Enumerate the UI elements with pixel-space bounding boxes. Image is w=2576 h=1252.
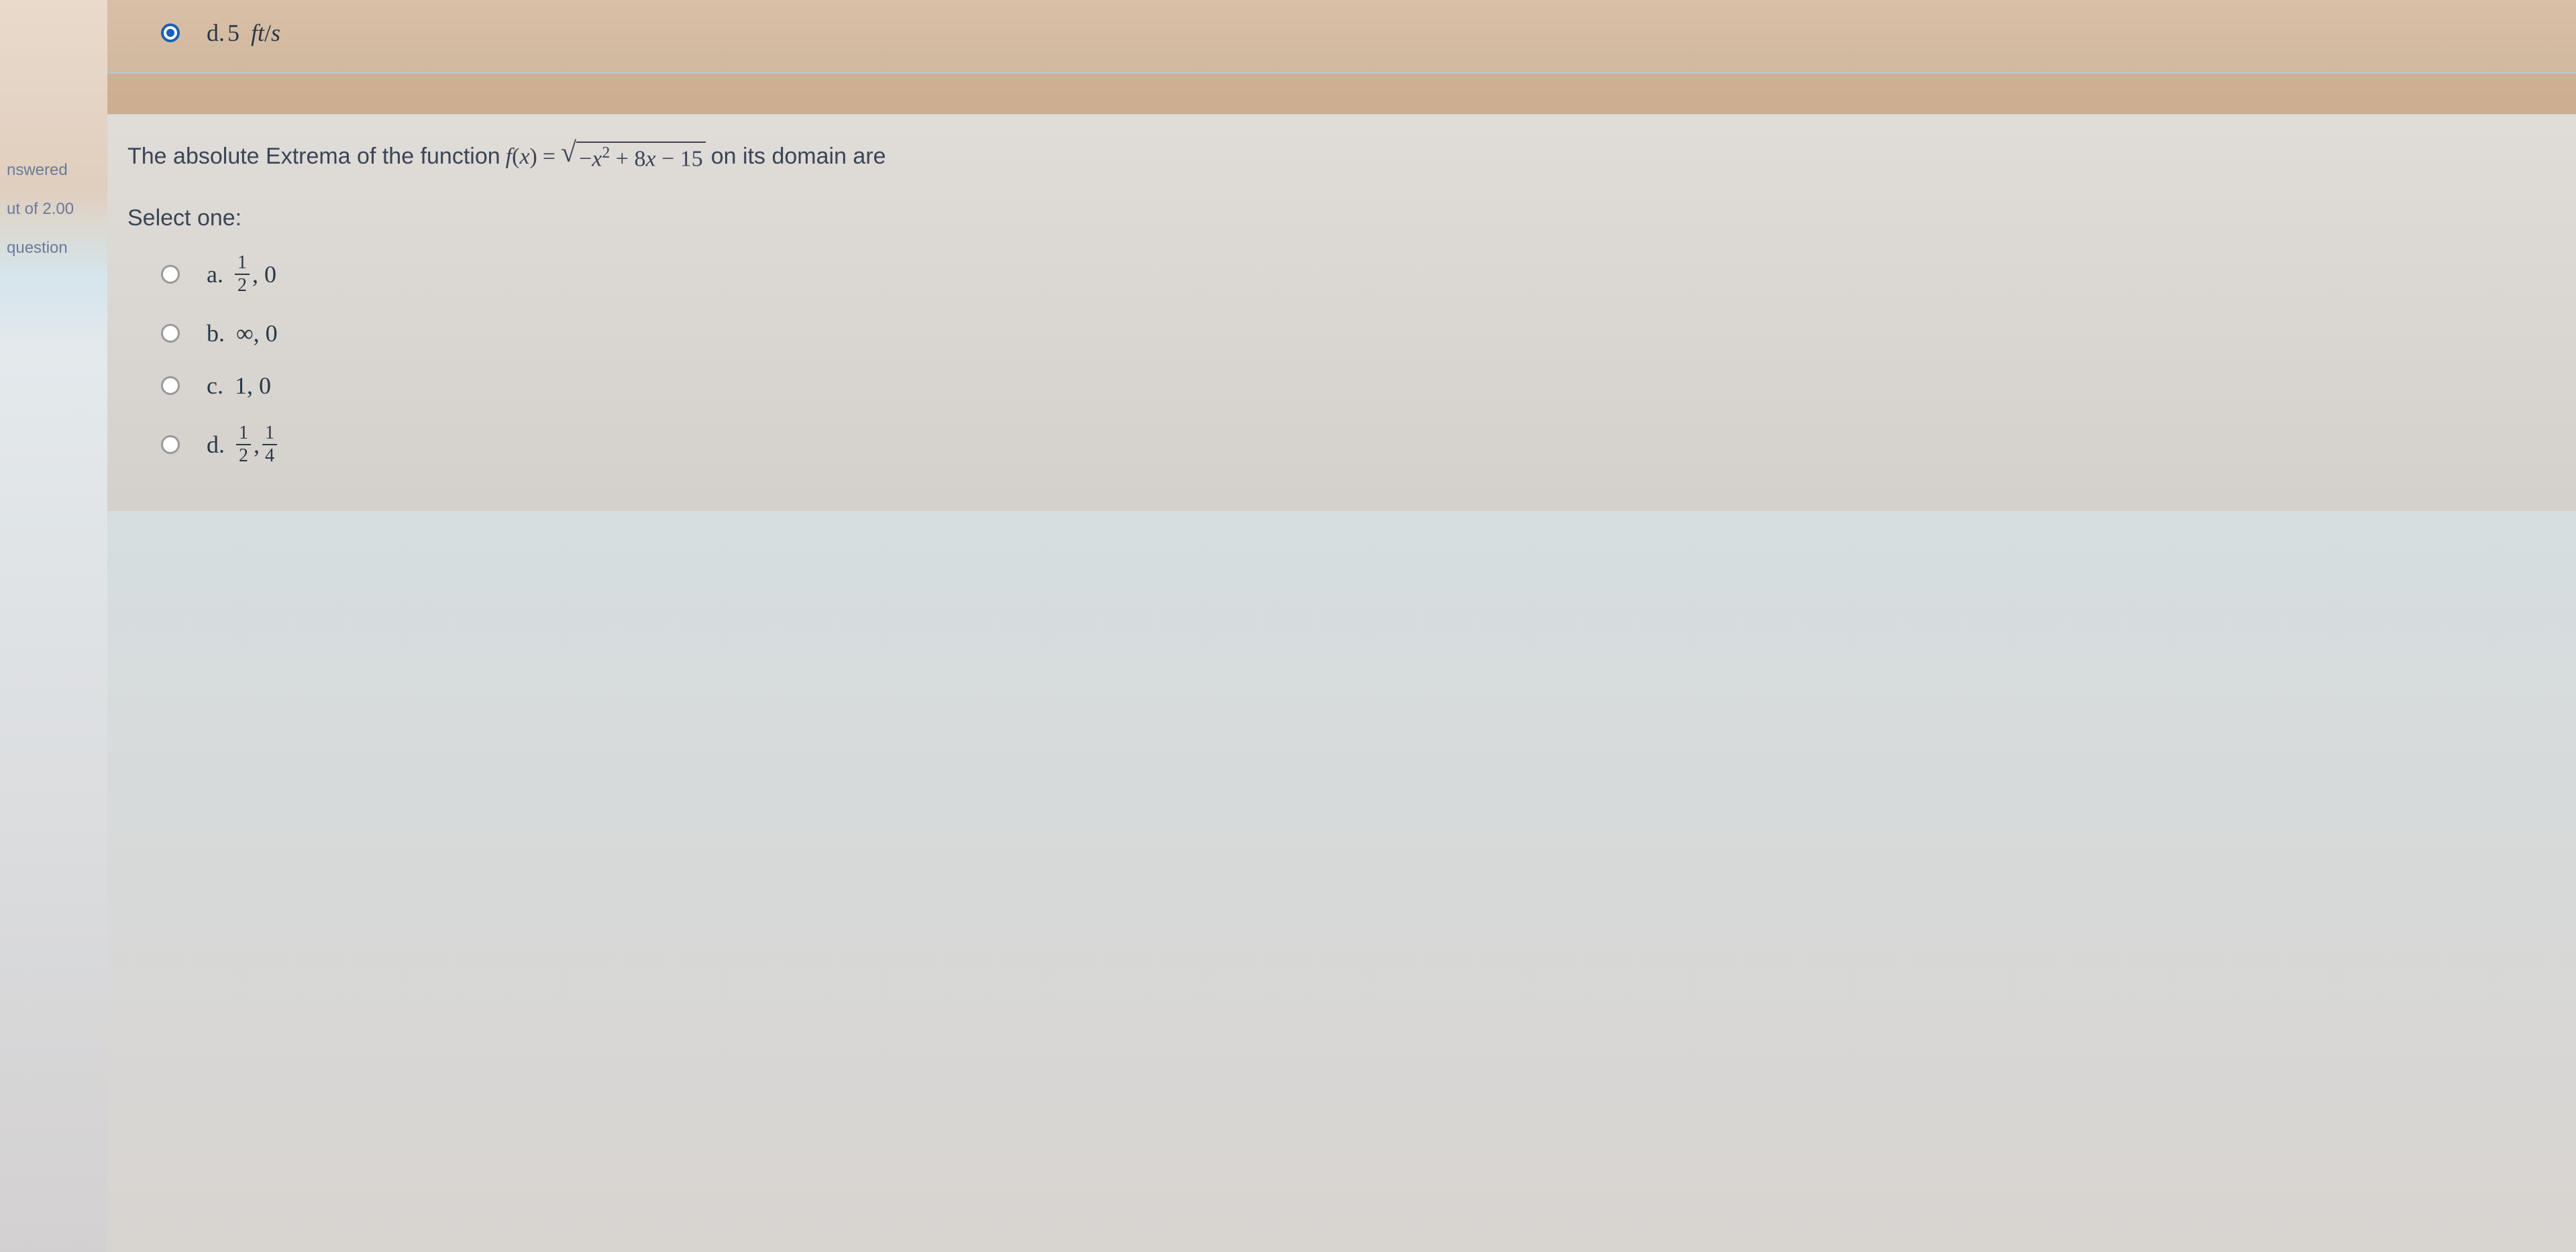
main-content: d. 5 ft/s The absolute Extrema of the fu… [107,0,2576,1252]
option-unit: ft/s [251,19,280,47]
radio-icon[interactable] [161,265,180,284]
radio-selected-icon[interactable] [161,23,180,42]
question-block: The absolute Extrema of the function f(x… [107,114,2576,511]
radio-icon[interactable] [161,324,180,343]
option-b-text: b. ∞, 0 [207,319,278,347]
option-b[interactable]: b. ∞, 0 [161,314,2556,353]
radio-icon[interactable] [161,435,180,454]
option-c[interactable]: c. 1, 0 [161,366,2556,405]
option-value: 5 [227,19,239,47]
options-list: a. 1 2 , 0 b. ∞, 0 [127,248,2556,471]
fraction: 1 2 [235,253,250,295]
points-label: ut of 2.00 [7,200,101,219]
option-a-text: a. 1 2 , 0 [207,253,276,295]
question-text: The absolute Extrema of the function f(x… [127,141,2556,172]
fraction: 1 2 [236,424,251,465]
select-one-label: Select one: [127,205,2556,231]
answered-label: nswered [7,161,101,180]
option-d-text: d. 1 2 , 1 4 [207,424,277,465]
sqrt-expression: √ −x2 + 8x − 15 [561,141,706,172]
question-prefix: The absolute Extrema of the function [127,144,500,170]
option-c-text: c. 1, 0 [207,372,271,400]
fraction: 1 4 [262,424,277,465]
equals-sign: = [543,144,555,170]
prev-option-d-text: d. 5 ft/s [207,19,280,47]
option-letter: d. [207,431,225,459]
option-letter: b. [207,319,225,347]
option-d[interactable]: d. 1 2 , 1 4 [161,418,2556,471]
sidebar: nswered ut of 2.00 question [0,0,107,1252]
option-a[interactable]: a. 1 2 , 0 [161,248,2556,300]
sidebar-meta: nswered ut of 2.00 question [7,161,101,258]
question-function: f(x) [506,144,537,170]
previous-question-block: d. 5 ft/s [107,0,2576,74]
option-letter: a. [207,260,223,288]
question-label: question [7,239,101,258]
option-letter: d. [207,19,225,47]
prev-option-d[interactable]: d. 5 ft/s [127,13,2556,52]
question-suffix: on its domain are [711,144,886,170]
option-letter: c. [207,372,223,400]
radio-icon[interactable] [161,376,180,395]
sqrt-content: −x2 + 8x − 15 [576,141,706,172]
sqrt-icon: √ [561,139,576,167]
